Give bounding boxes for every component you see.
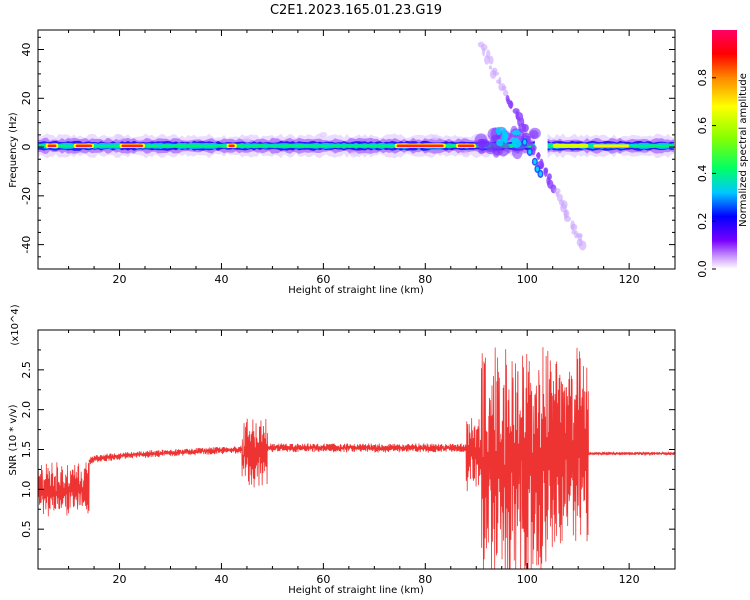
x-tick-label: 60 xyxy=(316,273,330,286)
disturbance-core xyxy=(511,139,522,148)
colorbar-ticks: 0.0 0.2 0.4 0.6 0.8 xyxy=(696,69,716,278)
disturbance-blob xyxy=(477,140,490,148)
colorbar-tick-label: 0.4 xyxy=(696,165,709,183)
trace-point xyxy=(488,55,494,65)
noise-patch xyxy=(115,134,124,141)
x-tick-label: 120 xyxy=(619,273,640,286)
spectrogram-plot xyxy=(38,41,674,251)
disturbance-blob xyxy=(528,127,541,140)
trace-point xyxy=(522,123,529,133)
trace-point xyxy=(563,215,572,222)
trace-core-hot xyxy=(528,149,532,155)
snr-ticks: 20 40 60 80 100 120 0.5 1.0 1.5 2.0 2.5 xyxy=(20,330,675,586)
x-tick-label: 40 xyxy=(214,573,228,586)
x-tick-label: 120 xyxy=(619,573,640,586)
snr-series-line xyxy=(38,347,675,569)
trace-point xyxy=(495,79,501,84)
trace-core-hot xyxy=(533,159,537,165)
trace-core-hot xyxy=(523,139,527,145)
trace-point xyxy=(482,47,486,57)
x-tick-label: 80 xyxy=(418,573,432,586)
noise-patch xyxy=(349,151,358,158)
colorbar: 0.0 0.2 0.4 0.6 0.8 Normalized spectral ampl… xyxy=(696,30,749,278)
x-tick-label: 80 xyxy=(418,273,432,286)
spectrogram-frame xyxy=(37,29,676,270)
trace-point xyxy=(515,111,524,121)
spectrogram-xlabel: Height of straight line (km) xyxy=(288,285,424,296)
trace-point xyxy=(553,188,561,195)
x-tick-label: 60 xyxy=(316,573,330,586)
trace-point xyxy=(528,141,534,146)
trace-point xyxy=(509,100,513,110)
trace-point xyxy=(540,164,544,169)
disturbance-core xyxy=(496,138,504,147)
y-tick-label: 2.0 xyxy=(20,401,33,419)
noise-patch xyxy=(462,151,471,158)
y-tick-label: 1.0 xyxy=(20,481,33,499)
spectrogram-panel: 20 40 60 80 100 120 -40 -20 0 20 40 Height of stra… xyxy=(8,29,676,296)
x-tick-label: 40 xyxy=(214,273,228,286)
x-tick-label: 100 xyxy=(517,273,538,286)
snr-panel: 20 40 60 80 100 120 0.5 1.0 1.5 2.0 2.5 Height of … xyxy=(8,304,676,596)
snr-ylabel: SNR (10 * v/v) xyxy=(8,404,19,475)
y-tick-label: 40 xyxy=(20,43,33,57)
snr-multiplier: (x10^4) xyxy=(10,304,21,345)
hot-segment-core xyxy=(47,144,57,148)
colorbar-label: Normalized spectral amplitude xyxy=(738,73,749,227)
trace-point xyxy=(488,65,493,70)
noise-patch xyxy=(242,136,251,143)
colorbar-tick-label: 0.6 xyxy=(696,117,709,135)
hot-segment-core xyxy=(75,144,93,148)
y-tick-label: -40 xyxy=(20,236,33,254)
hot-segment-core xyxy=(121,144,144,148)
chart-title: C2E1.2023.165.01.23.G19 xyxy=(270,3,442,18)
colorbar-tick-label: 0.2 xyxy=(696,212,709,230)
trace-point xyxy=(517,116,521,127)
disturbance-blob xyxy=(492,147,504,156)
y-tick-label: 0 xyxy=(20,144,33,151)
trace-point xyxy=(492,71,500,76)
hot-segment-core xyxy=(228,144,235,148)
y-tick-label: 0.5 xyxy=(20,520,33,538)
disturbance-core xyxy=(495,126,502,136)
noise-patch xyxy=(431,134,440,141)
spectrogram-ylabel: Frequency (Hz) xyxy=(8,112,19,188)
y-tick-label: 1.5 xyxy=(20,441,33,459)
noise-patch xyxy=(319,131,328,138)
disturbance-blob xyxy=(511,143,523,160)
trace-point xyxy=(535,153,541,158)
trace-point xyxy=(503,89,509,97)
disturbance-core xyxy=(501,127,506,136)
x-tick-label: 20 xyxy=(113,273,127,286)
trace-point xyxy=(484,55,490,65)
snr-xlabel: Height of straight line (km) xyxy=(288,585,424,596)
trace-point xyxy=(543,168,548,177)
snr-plot xyxy=(38,347,675,569)
y-tick-label: 20 xyxy=(20,91,33,105)
trace-core-hot xyxy=(538,171,543,177)
x-tick-label: 20 xyxy=(113,573,127,586)
y-tick-label: -20 xyxy=(20,187,33,205)
colorbar-gradient xyxy=(712,30,737,269)
band-gap xyxy=(534,133,548,158)
colorbar-tick-label: 0.8 xyxy=(696,69,709,87)
trace-point xyxy=(498,83,506,92)
y-tick-label: 2.5 xyxy=(20,361,33,379)
trace-point xyxy=(578,240,587,251)
x-tick-label: 100 xyxy=(517,573,538,586)
trace-point xyxy=(570,223,578,231)
spectrogram-ticks: 20 40 60 80 100 120 -40 -20 0 20 40 xyxy=(20,30,675,286)
hot-segment-core xyxy=(457,144,475,148)
warm-segment xyxy=(593,144,630,148)
hot-segment-core xyxy=(396,144,444,148)
disturbance-core xyxy=(511,130,522,136)
colorbar-tick-label: 0.0 xyxy=(696,260,709,278)
disturbance-blob xyxy=(478,147,485,155)
warm-segment xyxy=(552,143,589,148)
trace-core-hot xyxy=(535,166,540,172)
